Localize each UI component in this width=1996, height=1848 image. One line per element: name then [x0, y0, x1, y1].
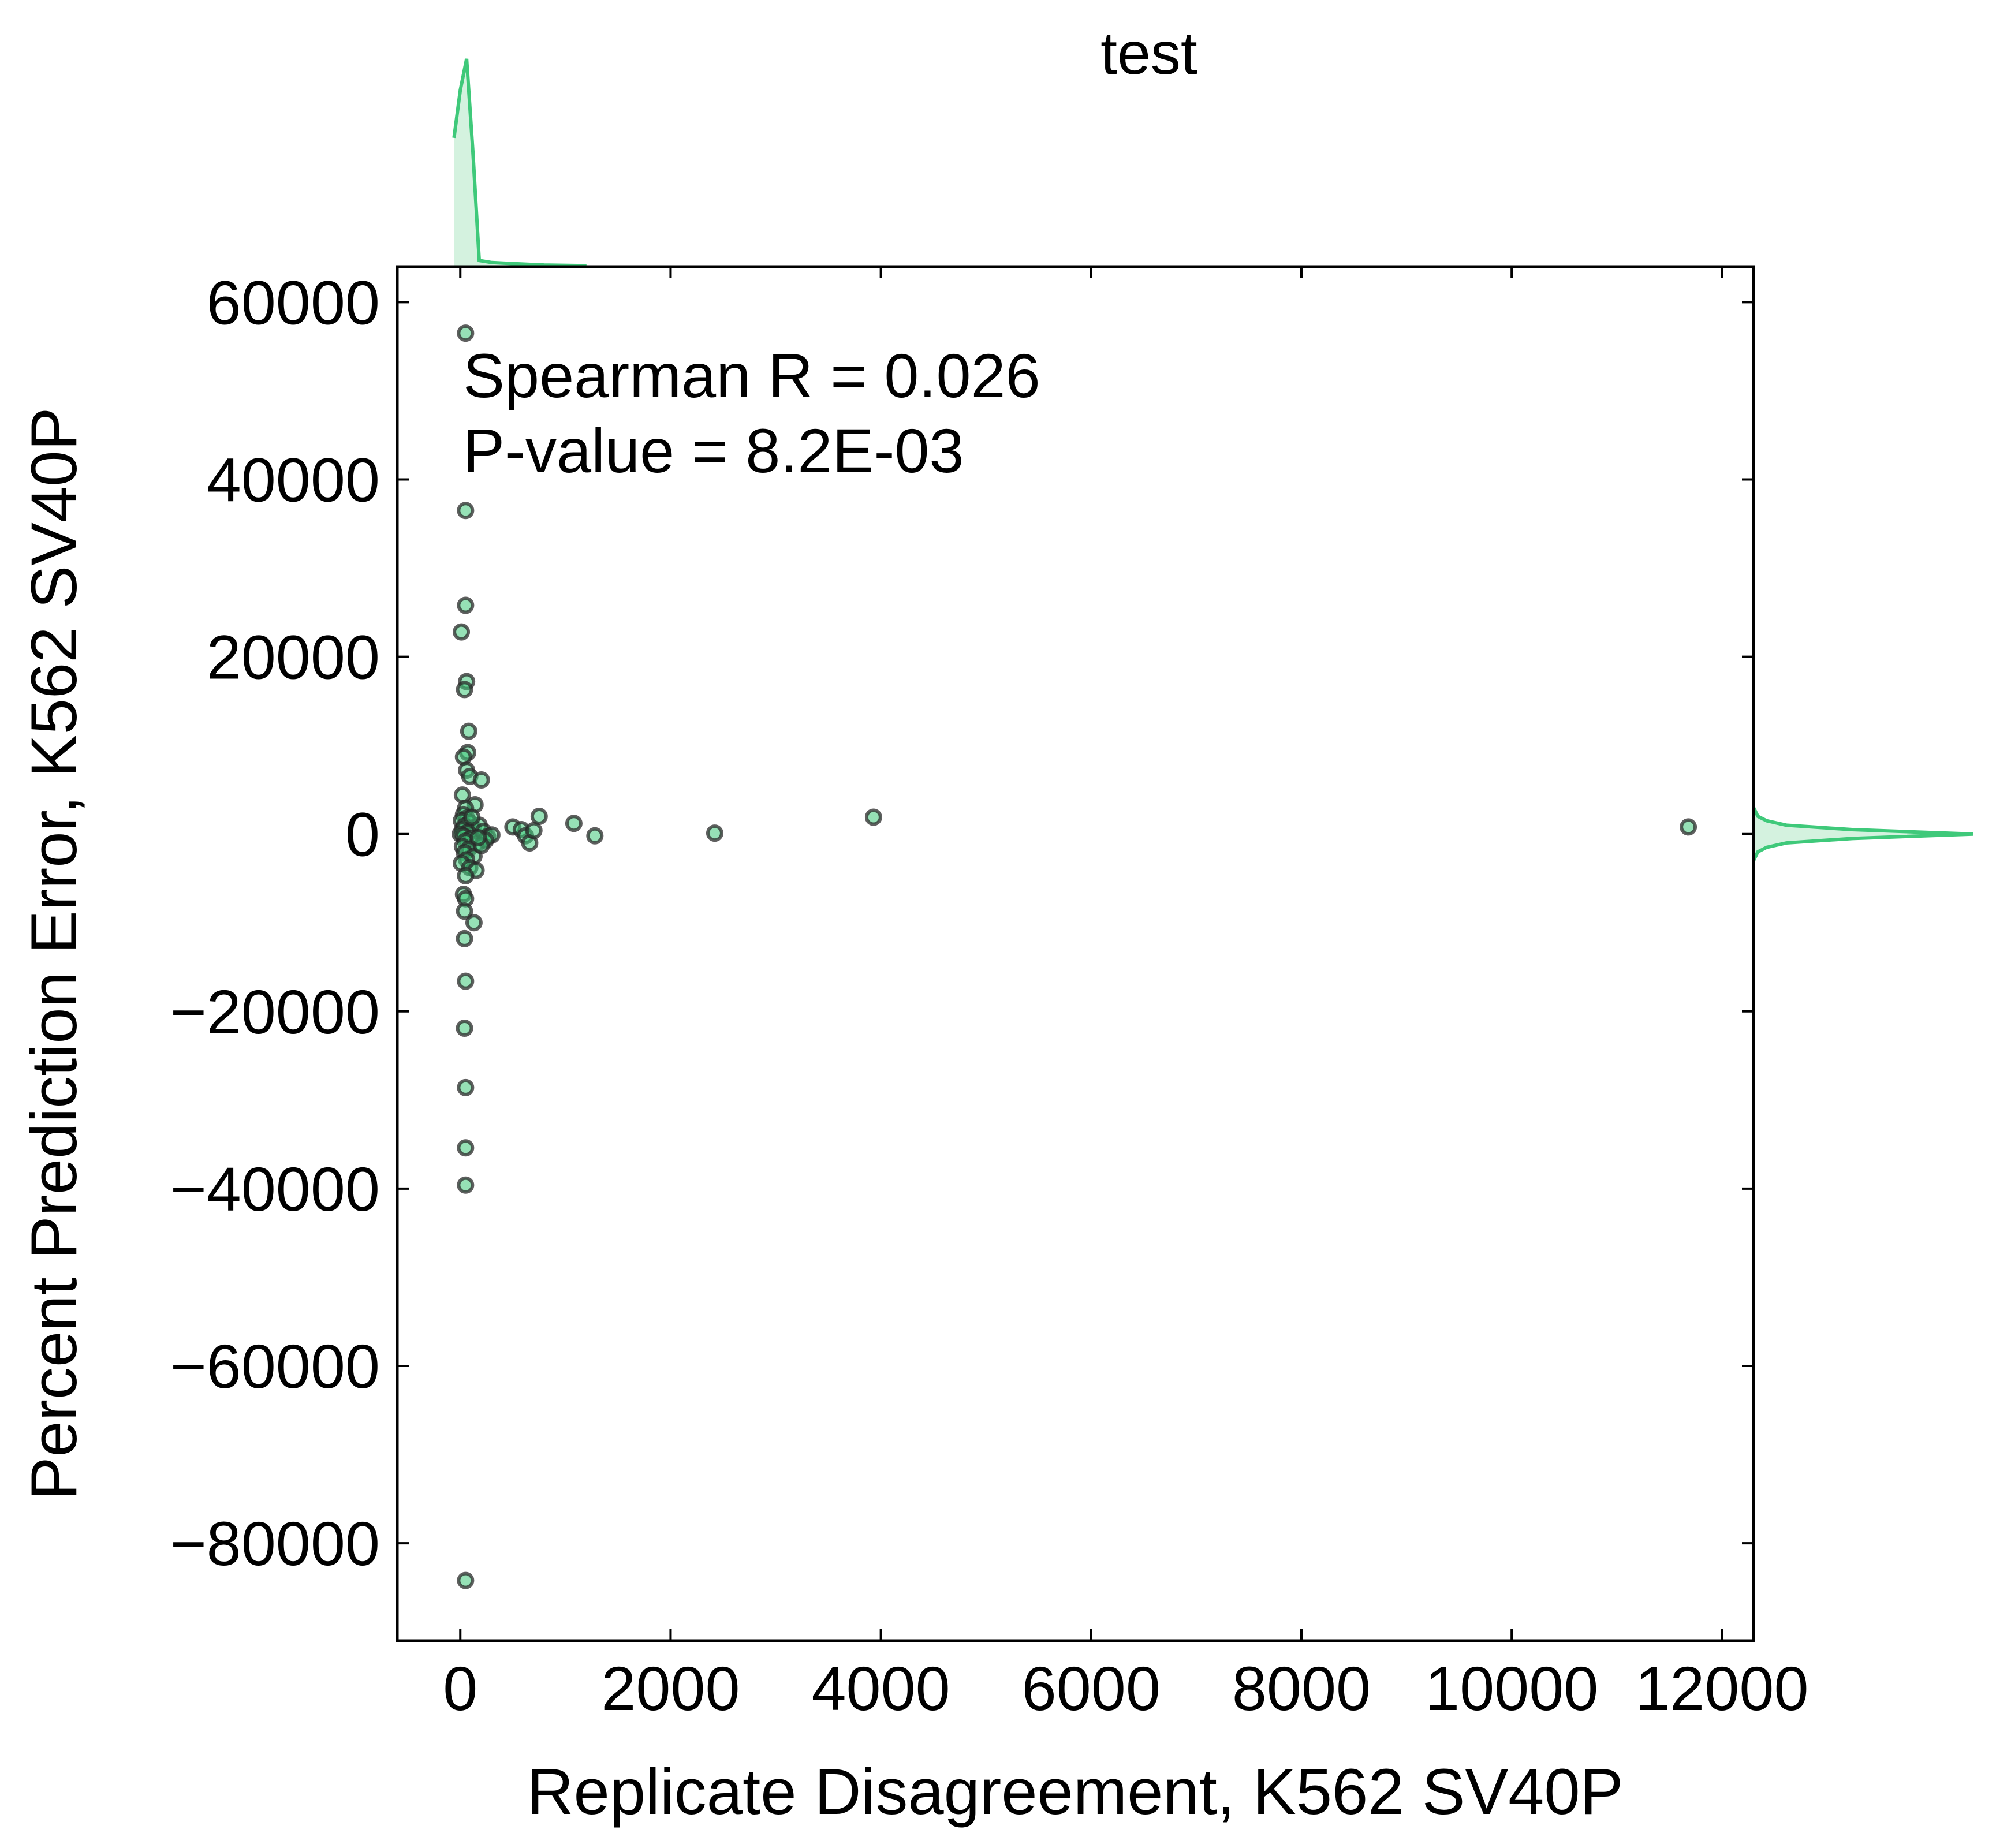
x-tick-label: 0: [443, 1653, 477, 1723]
data-point: [457, 596, 475, 614]
y-tick-label: 0: [345, 800, 380, 869]
chart-title: test: [1100, 20, 1197, 87]
data-point: [525, 822, 543, 839]
x-tick-label: 4000: [811, 1653, 950, 1723]
y-tick-label: 60000: [207, 267, 380, 337]
data-point: [472, 771, 490, 789]
data-point: [456, 681, 473, 699]
data-point: [460, 722, 477, 740]
y-marginal-kde: [1752, 807, 1973, 862]
x-tick-label: 10000: [1425, 1653, 1598, 1723]
data-point: [565, 815, 583, 832]
x-tick-label: 6000: [1022, 1653, 1161, 1723]
y-tick-label: 20000: [207, 622, 380, 692]
y-tick-label: 40000: [207, 445, 380, 515]
data-point: [530, 808, 548, 825]
data-point: [453, 623, 471, 641]
data-point: [457, 502, 475, 520]
x-tick-label: 2000: [601, 1653, 740, 1723]
y-tick-label: −60000: [170, 1331, 380, 1401]
x-axis-ticks: 0 2000 4000 6000 8000 10000 12000: [443, 267, 1809, 1723]
data-point: [706, 824, 723, 842]
annotation-pvalue: P-value = 8.2E-03: [463, 416, 964, 486]
data-point: [457, 1078, 475, 1096]
data-point: [457, 324, 475, 342]
data-point: [456, 929, 473, 947]
data-point: [457, 1571, 475, 1589]
data-point: [457, 1139, 475, 1157]
y-tick-label: −40000: [170, 1154, 380, 1224]
x-kde-curve: [452, 58, 587, 268]
data-point: [457, 972, 475, 990]
data-point: [457, 1176, 475, 1194]
data-point: [463, 808, 481, 826]
data-point: [456, 1019, 473, 1037]
x-tick-label: 8000: [1232, 1653, 1371, 1723]
x-tick-label: 12000: [1635, 1653, 1808, 1723]
data-point: [465, 914, 483, 932]
x-marginal-kde: [452, 58, 587, 268]
annotation-spearman: Spearman R = 0.026: [463, 341, 1040, 410]
plot-area-frame: [396, 265, 1755, 1642]
data-point: [469, 828, 487, 846]
y-tick-label: −20000: [170, 977, 380, 1047]
data-point: [1680, 818, 1697, 836]
y-tick-label: −80000: [170, 1509, 380, 1578]
y-axis-ticks: 60000 40000 20000 0 −20000 −40000 −60000 −80000: [170, 267, 1754, 1578]
data-point: [586, 827, 604, 845]
data-point: [457, 867, 475, 884]
y-axis-label: Percent Prediction Error, K562 SV40P: [18, 408, 90, 1500]
data-point: [456, 902, 473, 920]
data-point: [864, 808, 882, 826]
y-kde-curve: [1752, 807, 1973, 862]
scatter-points: [452, 324, 1697, 1589]
x-axis-label: Replicate Disagreement, K562 SV40P: [527, 1756, 1624, 1828]
y-kde-fill: [1754, 807, 1973, 861]
